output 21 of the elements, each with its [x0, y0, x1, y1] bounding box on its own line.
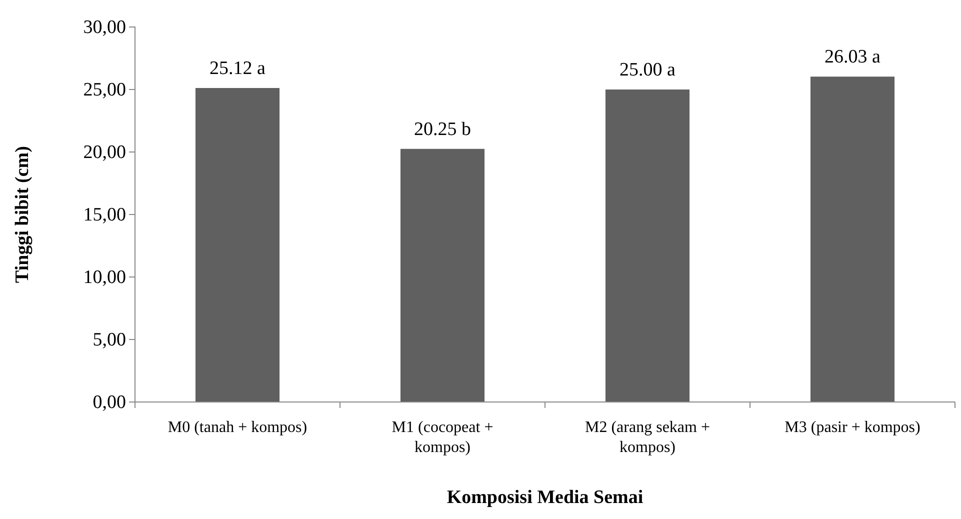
data-label: 25.12 a: [210, 58, 266, 79]
data-label: 26.03 a: [824, 46, 882, 68]
y-axis-title: Tinggi bibit (cm): [12, 146, 33, 283]
bar: [605, 90, 690, 402]
data-label: 25.00 a: [620, 60, 676, 80]
x-tick-label: M3 (pasir + kompos): [784, 419, 920, 436]
x-tick-label: M0 (tanah + kompos): [168, 419, 308, 436]
x-axis-title: Komposisi Media Semai: [446, 487, 644, 508]
bar: [195, 88, 280, 402]
y-tick-label: 5,00: [92, 330, 126, 351]
y-tick-label: 0,00: [92, 392, 126, 414]
y-tick-label: 20,00: [83, 142, 126, 164]
y-tick-label: 30,00: [83, 17, 126, 38]
bar: [400, 148, 485, 402]
data-label: 20.25 b: [414, 118, 471, 140]
y-tick-label: 15,00: [83, 204, 126, 226]
x-tick-label: M1 (cocopeat + kompos): [392, 419, 494, 456]
x-tick-label: M2 (arang sekam + kompos): [585, 419, 710, 456]
bar: [810, 76, 895, 402]
y-tick-label: 10,00: [83, 267, 126, 288]
y-tick-label: 25,00: [83, 80, 126, 101]
